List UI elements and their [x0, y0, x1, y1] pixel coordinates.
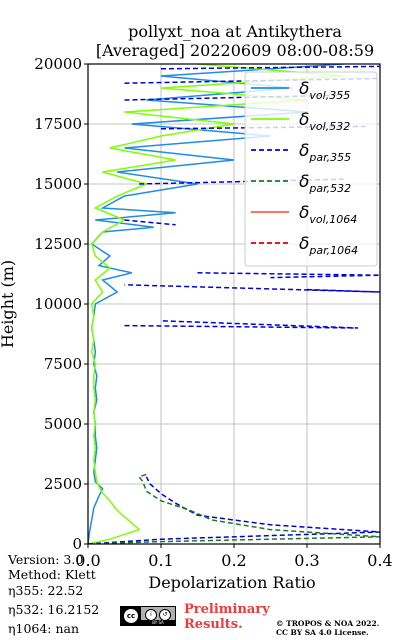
x-tick-label: 0.0	[75, 551, 100, 570]
copyright-line2: CC BY SA 4.0 License.	[276, 628, 369, 637]
eta532-text: η532: 16.2152	[8, 602, 100, 617]
series-line-3	[88, 473, 380, 544]
preliminary-line2: Results.	[184, 617, 243, 632]
series-lines	[88, 64, 380, 544]
legend-label: δpar,355	[299, 141, 351, 164]
y-tick-label: 2500	[44, 475, 82, 493]
legend-label: δvol,532	[299, 110, 350, 133]
legend-label: δpar,532	[299, 172, 351, 195]
x-tick-label: 0.4	[367, 551, 392, 570]
y-tick-label: 7500	[44, 355, 82, 373]
legend-box	[244, 71, 378, 267]
legend-label: δvol,1064	[299, 203, 357, 226]
x-tick-label: 0.1	[148, 551, 173, 570]
y-axis-label: Height (m)	[0, 260, 17, 348]
method-text: Method: Klett	[8, 567, 96, 582]
preliminary-line1: Preliminary	[184, 602, 270, 617]
chart-title-line1: pollyxt_noa at Antikythera	[128, 22, 342, 41]
y-tick-label: 12500	[34, 235, 82, 253]
cc-bar: BY SA	[141, 620, 175, 625]
y-tick-label: 0	[72, 535, 82, 553]
y-tick-label: 20000	[34, 55, 82, 73]
copyright-line1: © TROPOS & NOA 2022.	[276, 619, 380, 628]
legend-label: δpar,1064	[299, 234, 358, 257]
series-line-2	[88, 65, 380, 544]
eta355-text: η355: 22.52	[8, 583, 84, 598]
legend: δvol,355 δvol,532 δpar,355 δpar,532 δvol,106…	[244, 71, 378, 267]
cc-license-badge: cc i ↺ BY SA	[120, 606, 176, 626]
copyright-notice: © TROPOS & NOA 2022. CC BY SA 4.0 Licens…	[276, 619, 379, 637]
cc-icon: cc	[123, 608, 139, 624]
x-axis-label: Depolarization Ratio	[148, 573, 315, 592]
x-tick-label: 0.2	[221, 551, 246, 570]
series-line-1	[88, 64, 344, 544]
y-tick-label: 5000	[44, 415, 82, 433]
version-text: Version: 3.0	[8, 552, 84, 567]
eta1064-text: η1064: nan	[8, 621, 80, 636]
x-tick-label: 0.3	[294, 551, 319, 570]
sa-icon: ↺	[159, 609, 171, 621]
legend-label: δvol,355	[299, 79, 350, 102]
y-tick-label: 15000	[34, 175, 82, 193]
preliminary-notice: Preliminary Results.	[184, 602, 270, 632]
y-tick-label: 10000	[34, 295, 82, 313]
y-tick-label: 17500	[34, 115, 82, 133]
chart-title-line2: [Averaged] 20220609 08:00-08:59	[95, 41, 375, 60]
axis-ticks: 0.0 0.1 0.2 0.3 0.4 0 2500 5000 7500 10000 12500 15…	[34, 55, 392, 570]
